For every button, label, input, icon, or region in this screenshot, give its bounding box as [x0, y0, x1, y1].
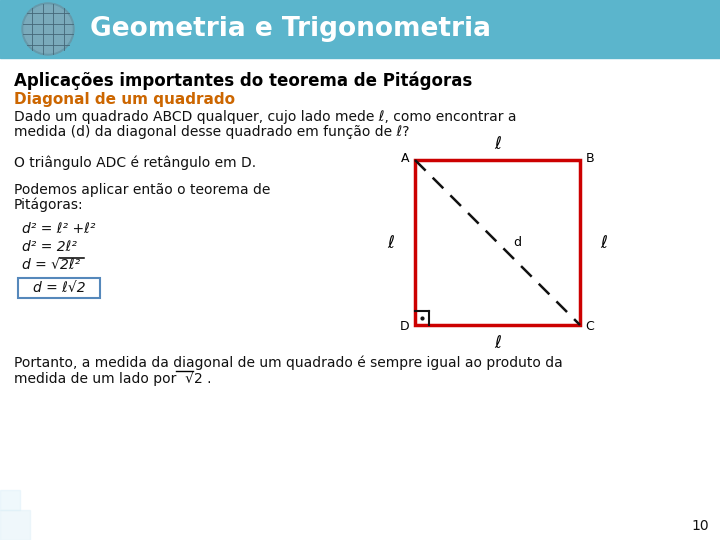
Bar	[560, 0, 640, 35]
Text: B: B	[585, 152, 594, 165]
Bar	[415, 160, 580, 325]
Text: d² = ℓ² +ℓ²: d² = ℓ² +ℓ²	[22, 222, 96, 236]
Bar	[580, 32, 640, 57]
Circle shape	[24, 5, 72, 53]
Text: ℓ: ℓ	[494, 135, 501, 153]
Text: d² = 2ℓ²: d² = 2ℓ²	[22, 240, 77, 254]
Text: 10: 10	[691, 519, 708, 533]
Bar	[18, 278, 100, 298]
Text: ℓ: ℓ	[494, 334, 501, 352]
Text: ℓ: ℓ	[387, 233, 395, 252]
Bar	[640, 0, 720, 30]
Text: A: A	[401, 152, 409, 165]
Text: Pitágoras:: Pitágoras:	[14, 198, 84, 213]
Text: d = ℓ√2: d = ℓ√2	[32, 281, 85, 295]
Text: d = √2ℓ²: d = √2ℓ²	[22, 258, 80, 272]
Text: medida (d) da diagonal desse quadrado em função de ℓ?: medida (d) da diagonal desse quadrado em…	[14, 125, 410, 139]
Text: Podemos aplicar então o teorema de: Podemos aplicar então o teorema de	[14, 183, 271, 197]
Text: O triângulo ADC é retângulo em D.: O triângulo ADC é retângulo em D.	[14, 155, 256, 170]
Text: Aplicações importantes do teorema de Pitágoras: Aplicações importantes do teorema de Pit…	[14, 72, 472, 91]
Bar	[0, 0, 720, 58]
Text: ℓ: ℓ	[600, 233, 608, 252]
Text: d: d	[513, 236, 521, 249]
Text: Portanto, a medida da diagonal de um quadrado é sempre igual ao produto da: Portanto, a medida da diagonal de um qua…	[14, 355, 563, 369]
Bar	[0, 490, 20, 510]
Text: Geometria e Trigonometria: Geometria e Trigonometria	[90, 16, 491, 42]
Bar	[0, 510, 30, 540]
Text: medida de um lado por  √2 .: medida de um lado por √2 .	[14, 371, 212, 386]
Text: Diagonal de um quadrado: Diagonal de um quadrado	[14, 92, 235, 107]
Text: C: C	[585, 321, 595, 334]
Circle shape	[22, 3, 74, 55]
Text: D: D	[400, 321, 410, 334]
Text: Dado um quadrado ABCD qualquer, cujo lado mede ℓ, como encontrar a: Dado um quadrado ABCD qualquer, cujo lad…	[14, 110, 516, 124]
